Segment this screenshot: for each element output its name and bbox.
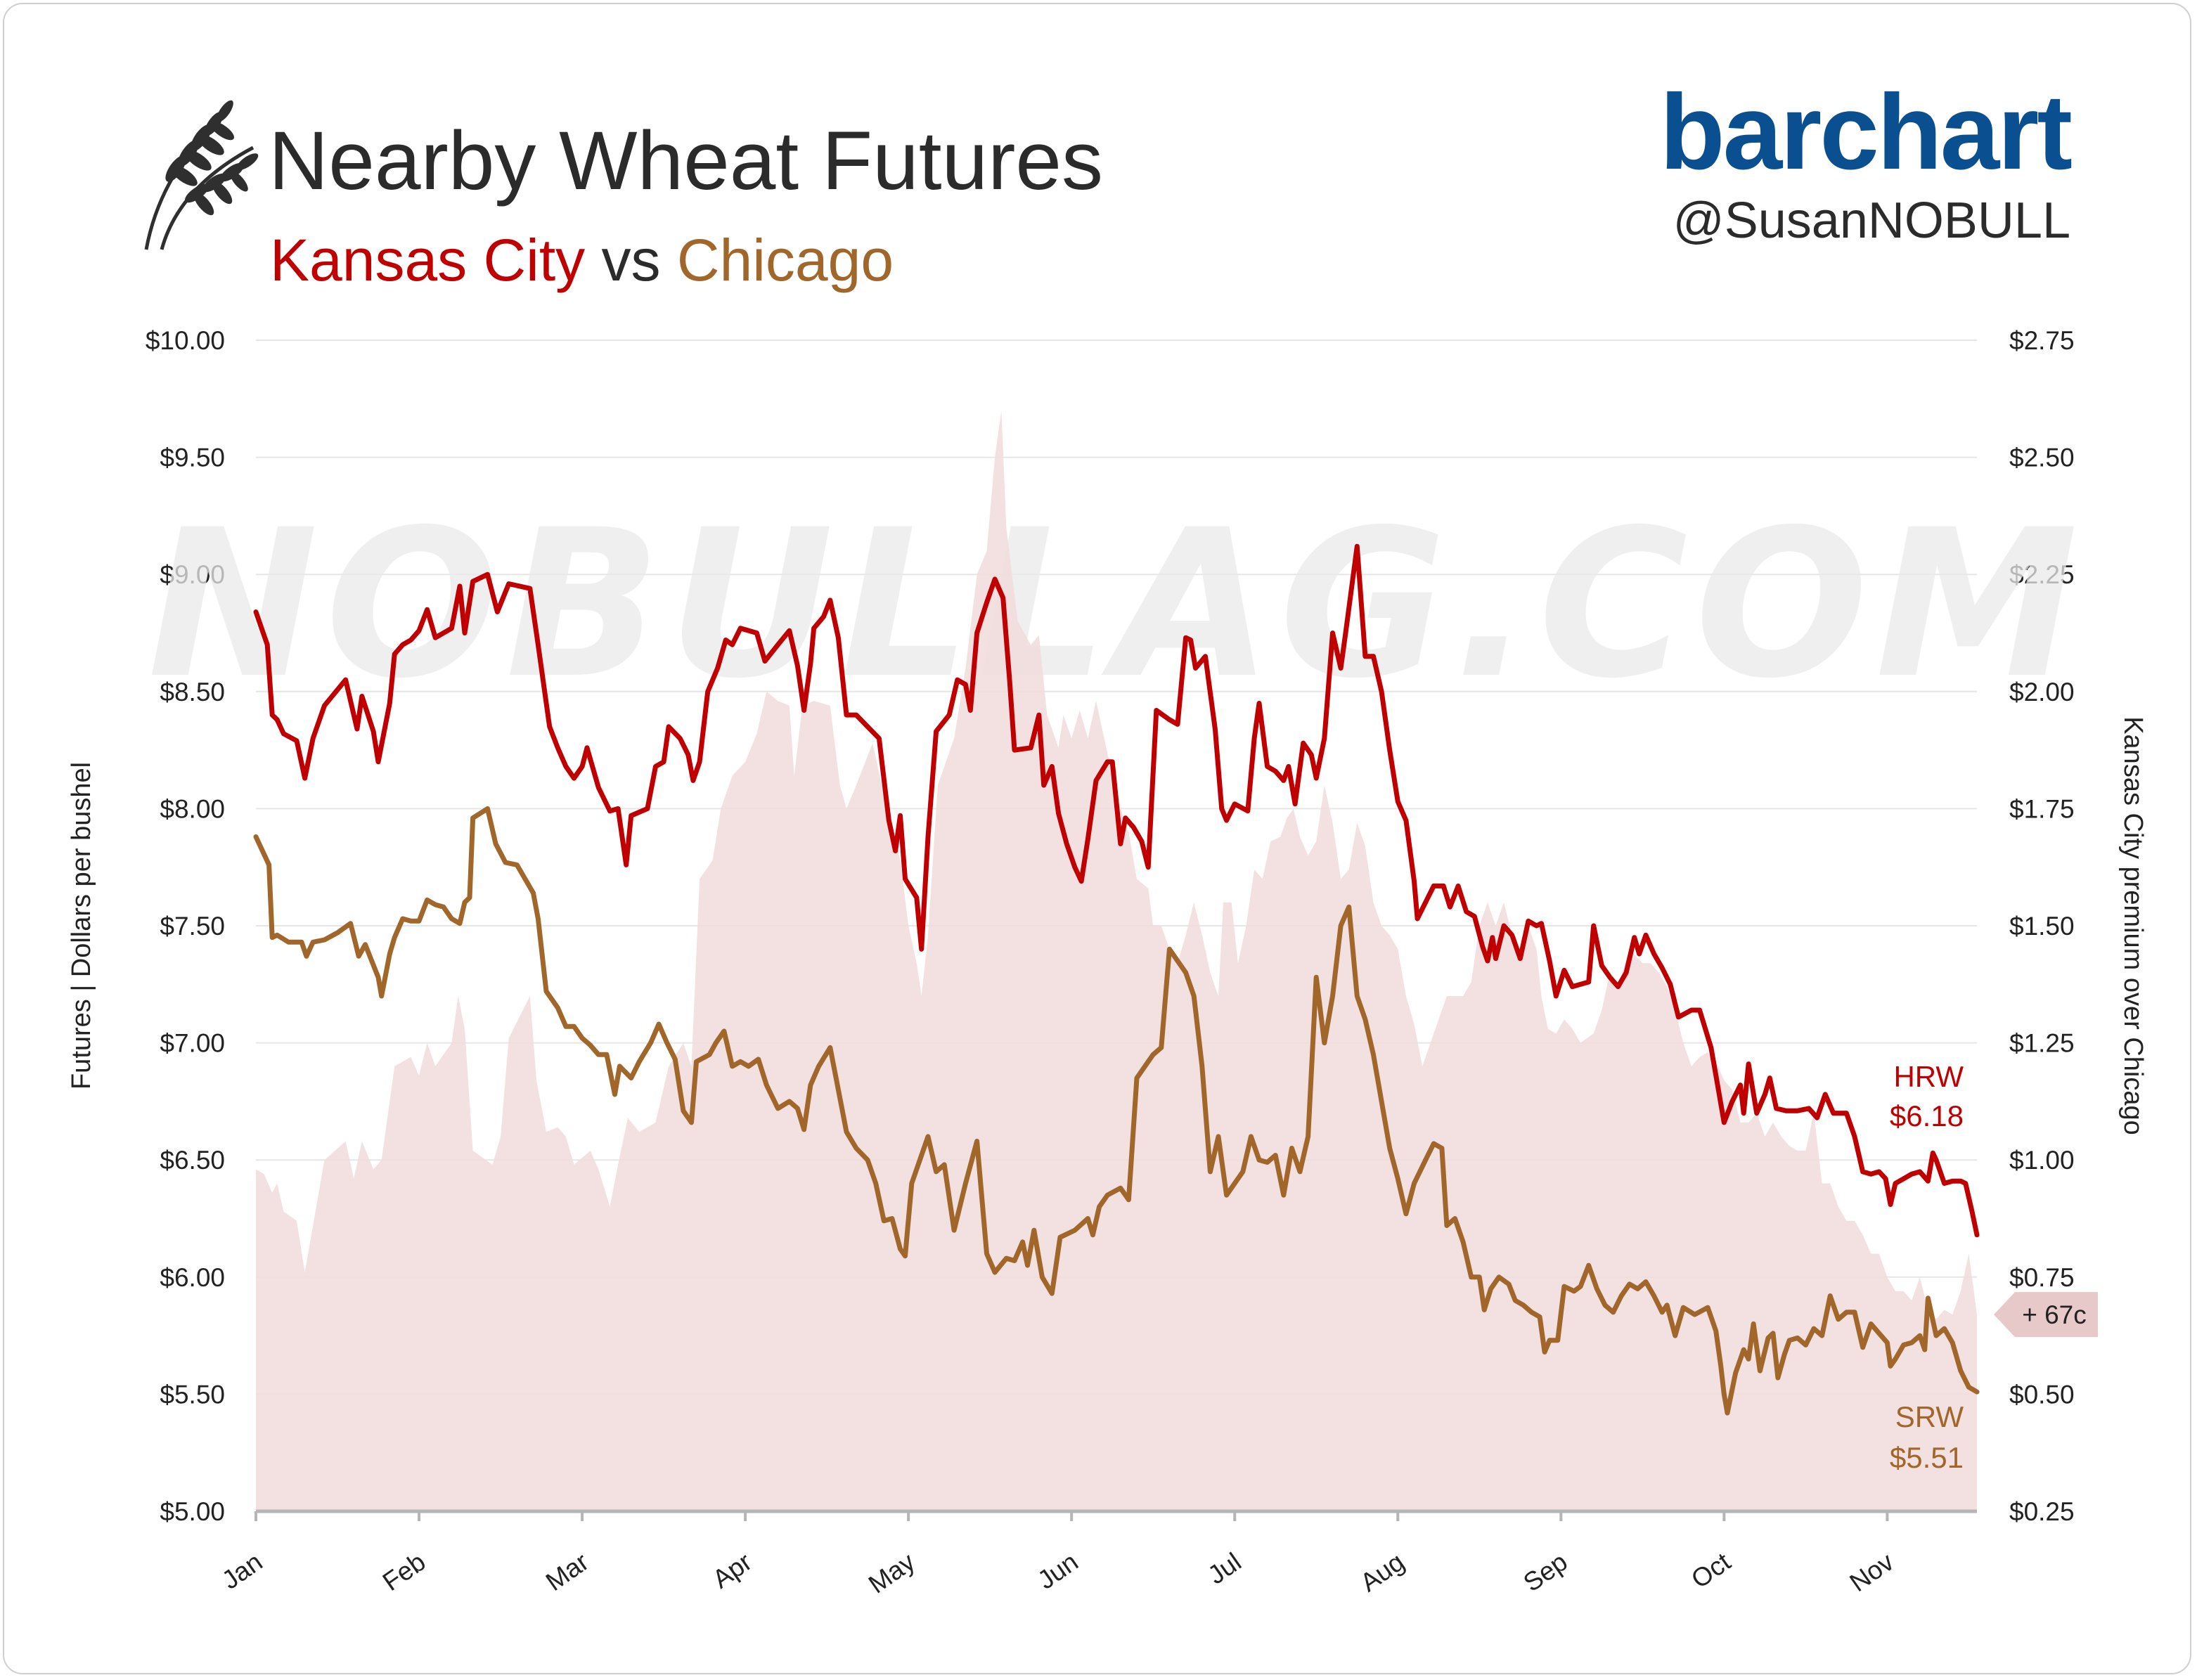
- y2-tick-label: $2.25: [2009, 560, 2075, 589]
- y2-tick-label: $1.75: [2009, 794, 2075, 823]
- x-tick-label: Feb: [378, 1547, 431, 1596]
- y2-tick-label: $1.50: [2009, 912, 2075, 941]
- y-tick-label: $9.50: [160, 444, 225, 472]
- y-tick-label: $7.00: [160, 1029, 225, 1058]
- y2-tick-label: $1.25: [2009, 1029, 2075, 1058]
- y-axis-title: Futures | Dollars per bushel: [67, 762, 96, 1090]
- x-tick-label: Apr: [707, 1547, 757, 1594]
- y2-tick-label: $2.50: [2009, 444, 2075, 472]
- chart-title: Nearby Wheat Futures: [269, 115, 1104, 207]
- x-tick-label: Aug: [1355, 1547, 1409, 1597]
- y-tick-label: $8.00: [160, 794, 225, 823]
- y-tick-label: $8.50: [160, 678, 225, 706]
- brand-handle: @SusanNOBULL: [1673, 193, 2070, 249]
- y-tick-label: $6.50: [160, 1146, 225, 1175]
- x-tick-label: Jul: [1203, 1547, 1246, 1590]
- series-line-srw: [253, 806, 1980, 1416]
- y2-tick-label: $0.25: [2009, 1497, 2075, 1526]
- srw-end-value: $5.51: [1890, 1441, 1964, 1474]
- y2-axis-title: Kansas City premium over Chicago: [2118, 716, 2148, 1135]
- brand-logo: barchart: [1659, 72, 2073, 192]
- spread-current-flag: [1994, 1292, 2098, 1338]
- y-tick-label: $7.50: [160, 912, 225, 941]
- y2-tick-label: $1.00: [2009, 1146, 2075, 1175]
- subtitle-chicago: Chicago: [676, 227, 894, 293]
- y-tick-label: $10.00: [146, 326, 225, 355]
- y-tick-label: $5.50: [160, 1380, 225, 1409]
- x-tick-label: Jun: [1032, 1547, 1083, 1595]
- series-line-hrw: [253, 543, 1980, 1238]
- y-tick-label: $9.00: [160, 560, 225, 589]
- spread-area: [256, 411, 1977, 1511]
- x-tick-label: May: [863, 1547, 920, 1599]
- x-tick-label: Sep: [1518, 1547, 1572, 1597]
- watermark: NOBULLAG.COM: [148, 486, 2085, 723]
- x-tick-label: Mar: [541, 1547, 594, 1596]
- y-tick-label: $6.00: [160, 1263, 225, 1292]
- subtitle-kansas-city: Kansas City: [270, 227, 586, 293]
- y-tick-label: $5.00: [160, 1497, 225, 1526]
- x-tick-label: Jan: [217, 1547, 267, 1595]
- spread-current-label: + 67c: [2022, 1300, 2087, 1329]
- y2-tick-label: $2.00: [2009, 678, 2075, 706]
- hrw-series-label: HRW: [1893, 1060, 1964, 1093]
- chart-subtitle: Kansas City vs Chicago: [270, 231, 894, 290]
- x-tick-label: Oct: [1686, 1547, 1736, 1594]
- hrw-end-value: $6.18: [1890, 1099, 1964, 1132]
- srw-series-label: SRW: [1895, 1400, 1964, 1433]
- y2-tick-label: $0.50: [2009, 1380, 2075, 1409]
- subtitle-vs: vs: [601, 227, 661, 293]
- y2-tick-label: $2.75: [2009, 326, 2075, 355]
- wheat-icon: [144, 100, 259, 250]
- x-tick-label: Nov: [1845, 1547, 1900, 1598]
- y2-tick-label: $0.75: [2009, 1263, 2075, 1292]
